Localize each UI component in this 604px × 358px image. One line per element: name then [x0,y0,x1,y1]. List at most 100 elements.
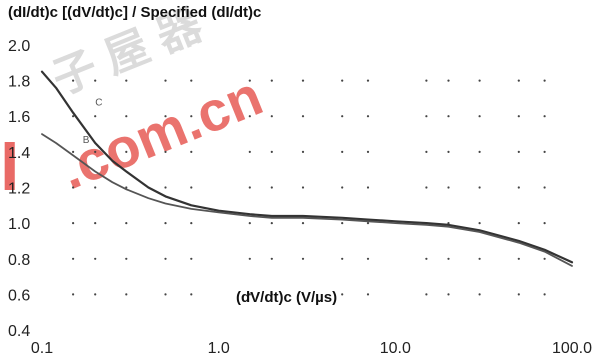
x-tick-label: 100.0 [552,340,592,357]
grid-dot [94,222,97,225]
grid-dot [248,115,251,118]
y-tick-label: 1.6 [8,109,30,126]
grid-dot [478,257,481,260]
grid-dot [478,150,481,153]
grid-dot [270,79,273,82]
grid-dot [94,79,97,82]
grid-dot [341,222,344,225]
grid-dot [94,293,97,296]
grid-dot [447,115,450,118]
x-tick-label: 10.0 [380,340,411,357]
grid-dot [447,222,450,225]
grid-dot [425,150,428,153]
grid-dot [447,150,450,153]
grid-dot [366,79,370,82]
grid-dot [301,115,305,118]
grid-dot [270,115,273,118]
watermark: 子 屋 器 .com.cn I [0,0,271,205]
grid-dot [72,222,75,225]
grid-dot [190,150,193,153]
grid-dot [341,186,344,189]
grid-dot [478,115,481,118]
grid-dot [366,222,370,225]
y-tick-label: 0.6 [8,287,30,304]
grid-dot [125,222,128,225]
series-label-c: C [95,98,102,109]
series-layer [40,70,574,267]
grid-dot [72,150,75,153]
grid-dot [164,79,167,82]
grid-dot [301,150,305,153]
grid-dot [366,293,370,296]
grid-dot [248,293,251,296]
grid-dot [341,293,344,296]
grid-dot [190,293,193,296]
grid-dot [366,150,370,153]
grid-dot [425,115,428,118]
x-tick-label: 0.1 [31,340,53,357]
grid-dot [366,186,370,189]
grid-dot [543,257,546,260]
x-tick-labels: 0.1 1.0 10.0 100.0 [31,340,592,357]
grid-dot [301,222,305,225]
y-tick-label: 0.4 [8,323,30,340]
grid-dot [248,79,251,82]
grid-dot [248,186,251,189]
grid-dot [164,150,167,153]
chart-title: (dI/dt)c [(dV/dt)c] / Specified (dI/dt)c [8,4,261,21]
grid-dot [447,79,450,82]
grid-dot [543,222,546,225]
watermark-logo-mark: I [0,127,19,205]
series-labels: CB [83,98,103,146]
grid-dot [190,222,193,225]
grid-dot [125,257,128,260]
grid-dot [517,115,520,118]
y-tick-labels: 0.4 0.6 0.8 1.0 1.2 1.4 1.6 1.8 2.0 [8,38,30,340]
grid-dot [248,257,251,260]
grid-dot [543,293,546,296]
grid-dot [517,186,520,189]
grid-dot [517,293,520,296]
grid-dot [72,186,75,189]
grid-dot [94,150,97,153]
grid-dot [425,186,428,189]
grid-dot [543,115,546,118]
grid-dot [517,222,520,225]
grid-dot [270,257,273,260]
grid-dot [164,293,167,296]
y-tick-label: 1.0 [8,216,30,233]
grid-dot [366,257,370,260]
grid-dot [517,257,520,260]
y-tick-label: 1.2 [8,181,30,198]
grid-dot [341,115,344,118]
grid-dot [125,115,128,118]
grid-dot [270,150,273,153]
y-tick-label: 0.8 [8,252,30,269]
grid-dot [478,186,481,189]
series-line-c [40,70,574,264]
grid-dot [301,257,305,260]
x-axis-label: (dV/dt)c (V/µs) [236,289,337,306]
grid-dot [72,293,75,296]
grid-dot [447,293,450,296]
grid-dot [94,186,97,189]
grid-dot [270,186,273,189]
grid-dot [447,186,450,189]
series-line-b [41,133,573,267]
grid-dot [270,222,273,225]
grid-dot [190,186,193,189]
grid-dot [543,186,546,189]
grid-dot [341,257,344,260]
grid-dot [425,293,428,296]
grid-dot [517,79,520,82]
y-tick-label: 1.4 [8,145,30,162]
grid-dot [94,115,97,118]
grid-dot [72,115,75,118]
grid-dot [517,150,520,153]
grid-dot [301,186,305,189]
grid-dot [478,222,481,225]
y-tick-label: 2.0 [8,38,30,55]
grid-dot [425,79,428,82]
grid-dot [94,257,97,260]
